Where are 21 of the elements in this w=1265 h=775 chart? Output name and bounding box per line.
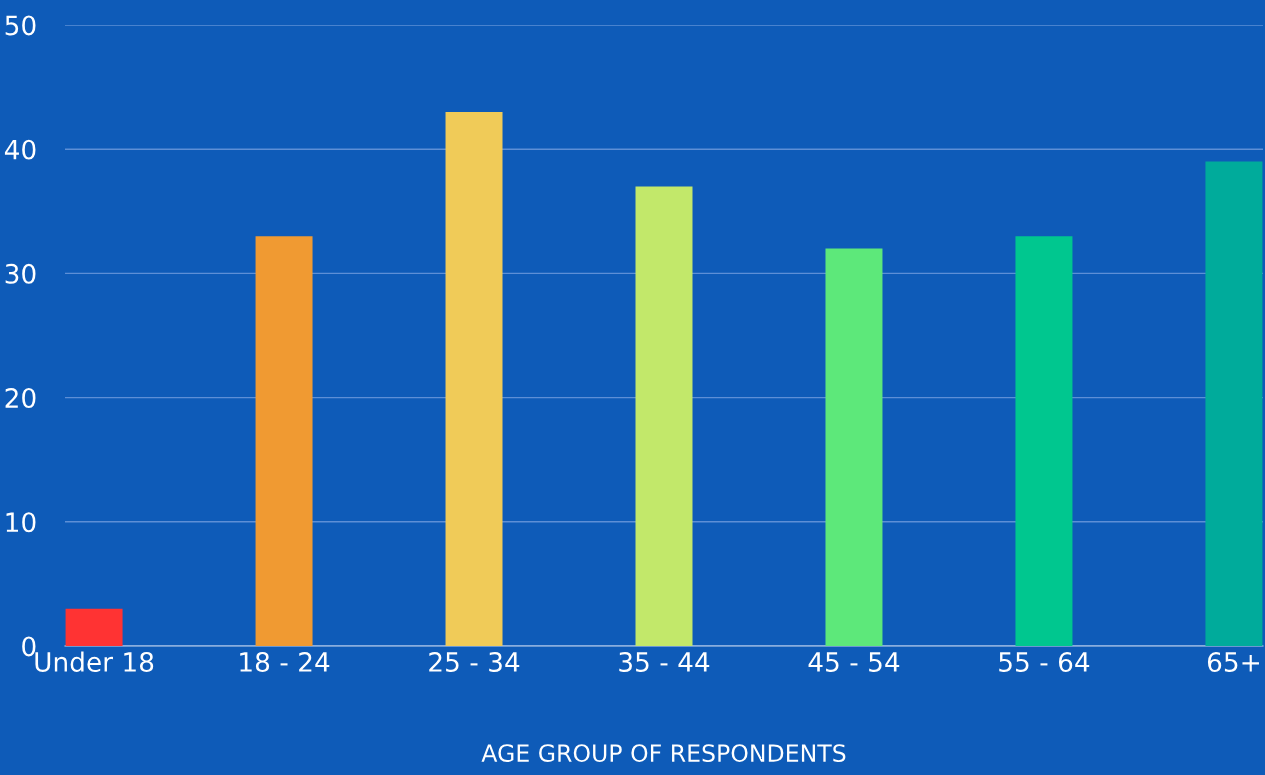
y-tick-label: 40 [4, 139, 36, 160]
bar [1015, 236, 1073, 646]
x-axis-title: AGE GROUP OF RESPONDENTS [481, 744, 846, 763]
y-tick-label: 30 [5, 263, 36, 284]
y-tick-label: 10 [6, 512, 36, 533]
x-tick-label: 65+ [1207, 652, 1259, 672]
x-tick-label: 45 - 54 [808, 652, 900, 672]
bar [255, 236, 313, 646]
x-tick-label: 55 - 64 [999, 652, 1090, 672]
bar [65, 608, 123, 646]
x-tick-label: 25 - 34 [429, 652, 520, 672]
y-tick-label: 0 [22, 636, 36, 657]
y-tick-label: 50 [5, 15, 36, 36]
bar [1205, 161, 1263, 646]
x-tick-label: 18 - 24 [240, 652, 330, 672]
bar [635, 186, 693, 646]
bar [445, 111, 503, 646]
bar [825, 248, 883, 646]
x-tick-label: Under 18 [35, 651, 154, 672]
y-tick-label: 20 [5, 388, 36, 408]
x-tick-label: 35 - 44 [619, 652, 710, 672]
